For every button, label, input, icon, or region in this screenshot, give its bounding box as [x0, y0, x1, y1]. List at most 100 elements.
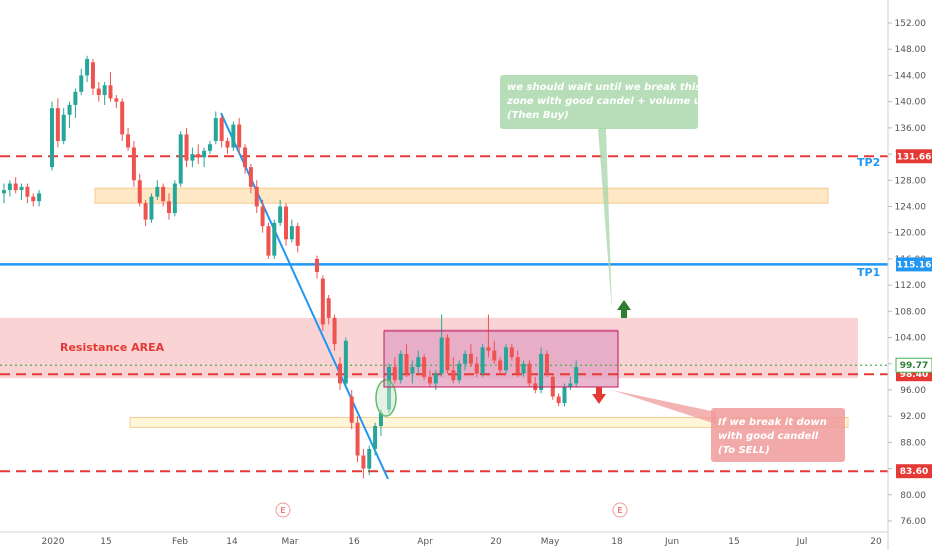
candle — [219, 114, 224, 148]
candle-body — [289, 226, 294, 240]
candle — [320, 275, 325, 331]
candle-body — [463, 353, 468, 364]
y-tick-label: 112.00 — [895, 281, 927, 291]
candle — [260, 199, 265, 233]
candle-body — [492, 350, 497, 361]
candle-body — [50, 108, 54, 168]
candle — [343, 337, 348, 387]
candle-body — [326, 298, 331, 318]
candle — [120, 98, 125, 141]
candle — [243, 144, 248, 174]
candle-body — [155, 186, 160, 197]
candle-body — [254, 186, 259, 207]
candle — [55, 98, 60, 148]
x-tick-label: Jun — [664, 537, 679, 547]
lower-demand-zone — [129, 417, 849, 428]
sell-note-line-3: (To SELL) — [718, 445, 770, 456]
candle-body — [202, 150, 207, 158]
candle-body — [361, 455, 366, 469]
candle — [498, 357, 503, 374]
candle — [237, 118, 242, 155]
candle — [19, 183, 24, 200]
candle-body — [25, 186, 30, 197]
candle — [416, 350, 421, 374]
y-tick-label: 124.00 — [895, 202, 927, 212]
candle — [355, 416, 360, 463]
candle — [79, 68, 84, 96]
candle — [315, 255, 319, 279]
candle — [207, 140, 212, 155]
buy-note-line-3: (Then Buy) — [507, 110, 569, 121]
x-tick-label: 14 — [226, 537, 238, 547]
candle-body — [315, 258, 319, 272]
candle-body — [96, 88, 101, 96]
candle-body — [207, 144, 212, 151]
candle-body — [480, 347, 485, 374]
candle — [349, 389, 354, 430]
candle-body — [378, 412, 383, 426]
level-tag-label: 115.16 — [897, 260, 932, 270]
upper-supply-zone — [94, 187, 829, 204]
candle — [272, 219, 277, 259]
candle — [289, 219, 294, 243]
y-tick-label: 80.00 — [900, 491, 926, 501]
candle-body — [19, 186, 24, 191]
candle-body — [237, 124, 242, 148]
y-tick-label: 96.00 — [900, 386, 926, 396]
y-tick-label: 152.00 — [895, 19, 927, 29]
event-marker-1[interactable]: E — [275, 502, 291, 518]
level-tag-bg — [896, 464, 932, 479]
candle — [544, 350, 549, 377]
candle — [568, 376, 573, 390]
candle-body — [102, 85, 107, 96]
y-tick-label: 140.00 — [895, 98, 927, 108]
x-tick-label: 18 — [611, 537, 623, 547]
candle — [13, 176, 18, 194]
candle — [486, 314, 491, 358]
event-marker-2-label: E — [617, 506, 622, 515]
candle — [492, 340, 497, 364]
candle — [509, 344, 514, 361]
price-level-tags: 131.66 115.16 98.40 83.60 99.77 — [895, 149, 932, 479]
time-axis[interactable]: 2020 15 Feb 14 Mar 16 Apr 20 May 18 Jun 15 Jul 20 — [42, 537, 882, 547]
y-tick-label: 92.00 — [900, 412, 926, 422]
candle-body — [474, 363, 479, 374]
candle-body — [31, 196, 36, 202]
candle — [361, 448, 366, 479]
candle — [161, 183, 166, 207]
x-tick-label: Feb — [172, 537, 188, 547]
candle — [67, 101, 72, 128]
candle-body — [373, 425, 378, 449]
candle — [196, 144, 201, 164]
candle — [85, 55, 90, 82]
candle-body — [509, 347, 514, 358]
x-tick-label: Mar — [282, 537, 299, 547]
candle-body — [404, 353, 409, 374]
candle-body — [143, 203, 148, 220]
candle — [422, 353, 427, 381]
candle-body — [73, 91, 78, 105]
candle — [37, 190, 42, 207]
candle-body — [521, 363, 526, 374]
candle-body — [295, 226, 300, 246]
candle-body — [131, 147, 136, 181]
candle — [367, 445, 372, 476]
candle-body — [114, 98, 119, 102]
candle — [504, 344, 508, 374]
candle — [457, 360, 462, 384]
candle-body — [504, 347, 508, 371]
candle — [213, 111, 218, 145]
y-tick-label: 104.00 — [895, 334, 927, 344]
candle-body — [498, 360, 503, 371]
candle-body — [422, 357, 427, 377]
y-tick-label: 128.00 — [895, 176, 927, 186]
y-tick-label: 108.00 — [895, 307, 927, 317]
candle-body — [433, 373, 438, 384]
candle — [126, 127, 131, 151]
candle — [167, 193, 171, 220]
candle — [25, 183, 30, 204]
event-marker-2[interactable]: E — [612, 502, 628, 518]
buy-note-line-1: we should wait until we break this — [507, 82, 701, 93]
candle — [90, 59, 95, 96]
